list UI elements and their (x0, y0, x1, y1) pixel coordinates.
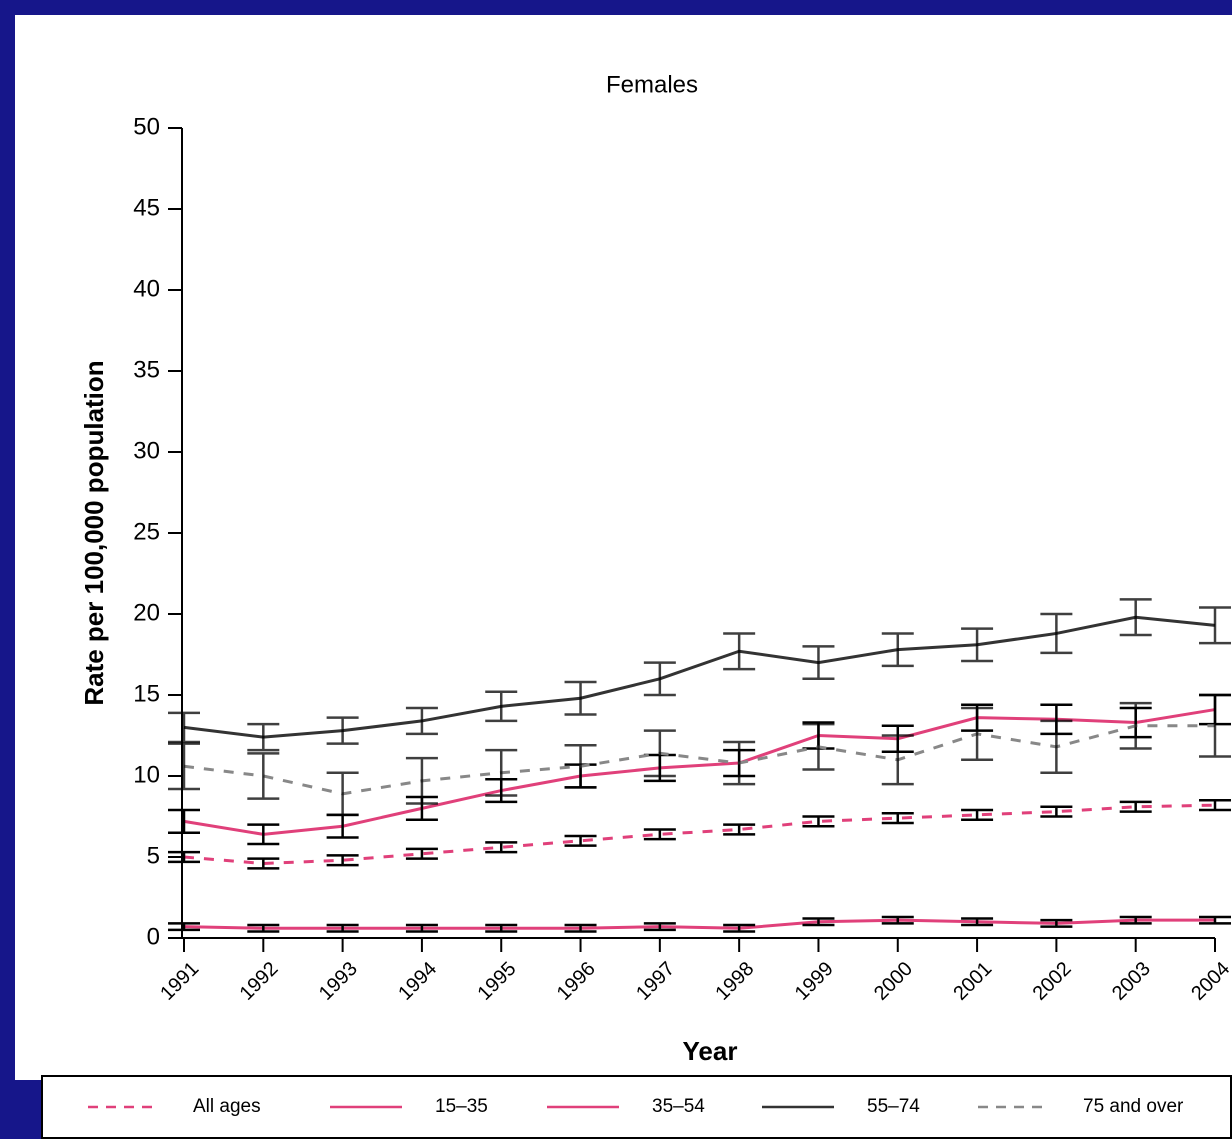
error-bar (405, 847, 438, 860)
error-bar (1119, 701, 1152, 750)
error-bar (1119, 915, 1152, 925)
error-bar (168, 808, 200, 834)
chart-title: Females (606, 71, 698, 98)
error-bar (723, 923, 756, 933)
error-bar (961, 808, 994, 821)
error-bar (1199, 693, 1231, 758)
error-bar (405, 756, 438, 805)
error-bar (247, 857, 280, 870)
error-bar (1199, 606, 1231, 645)
error-bar (1199, 915, 1231, 925)
error-bar (723, 740, 756, 786)
error-bar (961, 706, 994, 762)
error-bar (247, 752, 280, 800)
error-bar (802, 722, 835, 771)
error-bar (564, 743, 597, 789)
y-tick-label: 35 (133, 356, 160, 383)
legend-label: 55–74 (867, 1096, 920, 1117)
error-bar (405, 706, 438, 736)
error-bar (485, 690, 518, 723)
error-bar (802, 917, 835, 927)
error-bar (643, 828, 676, 841)
error-bar (564, 680, 597, 716)
series-line (183, 615, 1216, 739)
y-tick-label: 10 (133, 761, 160, 788)
error-bar (247, 823, 280, 846)
error-bar (881, 915, 914, 925)
y-axis-label: Rate per 100,000 population (79, 360, 109, 705)
error-bar (564, 834, 597, 847)
series-line (183, 724, 1215, 796)
error-bar (485, 748, 518, 797)
error-bar (326, 771, 359, 817)
error-bar (961, 627, 994, 663)
error-bar (247, 722, 280, 752)
error-bar (168, 742, 200, 791)
error-bar (326, 716, 359, 745)
error-bar (881, 632, 914, 668)
error-bar (1119, 800, 1152, 813)
error-bar (802, 815, 835, 828)
error-bar (1119, 598, 1152, 637)
error-bar (643, 922, 676, 932)
series-line (183, 708, 1216, 836)
error-bar (326, 854, 359, 867)
legend-label: 75 and over (1083, 1096, 1184, 1117)
error-bar (881, 734, 914, 786)
error-bar (802, 645, 835, 681)
y-tick-label: 5 (147, 842, 160, 869)
error-bar (1040, 719, 1073, 775)
error-bar (326, 923, 359, 933)
series-line (183, 918, 1215, 930)
legend-label: 35–54 (652, 1096, 705, 1117)
error-bar (168, 922, 200, 932)
series-line (183, 803, 1216, 865)
error-bar (168, 850, 200, 864)
legend-label: All ages (193, 1096, 261, 1117)
error-bar (1040, 918, 1073, 928)
error-bar (168, 711, 200, 744)
error-bar (643, 729, 676, 778)
y-tick-label: 50 (133, 113, 160, 140)
y-tick-label: 25 (133, 518, 160, 545)
panel (15, 15, 1232, 1080)
error-bar (723, 632, 756, 671)
y-tick-label: 0 (147, 923, 160, 950)
error-bar (485, 923, 518, 933)
legend-label: 15–35 (435, 1096, 488, 1117)
x-axis-label: Year (683, 1036, 738, 1066)
error-bar (643, 661, 676, 697)
y-tick-label: 15 (133, 680, 160, 707)
y-tick-label: 45 (133, 194, 160, 221)
error-bar (723, 823, 756, 836)
error-bar (961, 917, 994, 927)
error-bar (1040, 612, 1073, 655)
error-bar (405, 923, 438, 933)
y-tick-label: 30 (133, 437, 160, 464)
y-tick-label: 40 (133, 275, 160, 302)
y-tick-label: 20 (133, 599, 160, 626)
error-bar (1199, 799, 1231, 812)
error-bar (247, 923, 280, 933)
error-bar (881, 812, 914, 825)
error-bar (485, 841, 518, 854)
error-bar (564, 923, 597, 933)
error-bar (1040, 805, 1073, 818)
